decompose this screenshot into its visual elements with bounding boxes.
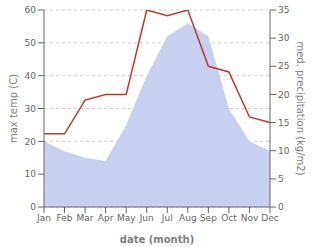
svg-text:30: 30	[278, 33, 290, 43]
svg-text:10: 10	[25, 169, 37, 179]
svg-text:Apr: Apr	[98, 213, 114, 223]
svg-text:Jul: Jul	[161, 213, 173, 223]
svg-text:50: 50	[25, 38, 37, 48]
svg-text:Feb: Feb	[57, 213, 73, 223]
svg-text:Jun: Jun	[139, 213, 154, 223]
svg-text:Sep: Sep	[200, 213, 217, 223]
svg-text:15: 15	[278, 118, 289, 128]
svg-text:10: 10	[278, 146, 290, 156]
svg-text:5: 5	[278, 174, 284, 184]
svg-text:0: 0	[278, 202, 284, 212]
svg-text:40: 40	[25, 71, 37, 81]
svg-text:0: 0	[30, 202, 36, 212]
svg-text:Jan: Jan	[36, 213, 51, 223]
svg-text:med. precipitation (kg/m2): med. precipitation (kg/m2)	[295, 41, 306, 175]
svg-text:20: 20	[25, 137, 37, 147]
svg-text:20: 20	[278, 90, 290, 100]
svg-text:max temp (C): max temp (C)	[8, 74, 19, 143]
svg-text:May: May	[117, 213, 136, 223]
svg-text:Nov: Nov	[241, 213, 259, 223]
svg-text:30: 30	[25, 104, 37, 114]
svg-text:35: 35	[278, 5, 289, 15]
svg-text:Oct: Oct	[221, 213, 237, 223]
svg-text:60: 60	[25, 5, 37, 15]
svg-text:Dec: Dec	[261, 213, 278, 223]
svg-text:Mar: Mar	[77, 213, 94, 223]
svg-text:Aug: Aug	[179, 213, 197, 223]
svg-text:date (month): date (month)	[120, 234, 194, 245]
svg-text:25: 25	[278, 61, 289, 71]
